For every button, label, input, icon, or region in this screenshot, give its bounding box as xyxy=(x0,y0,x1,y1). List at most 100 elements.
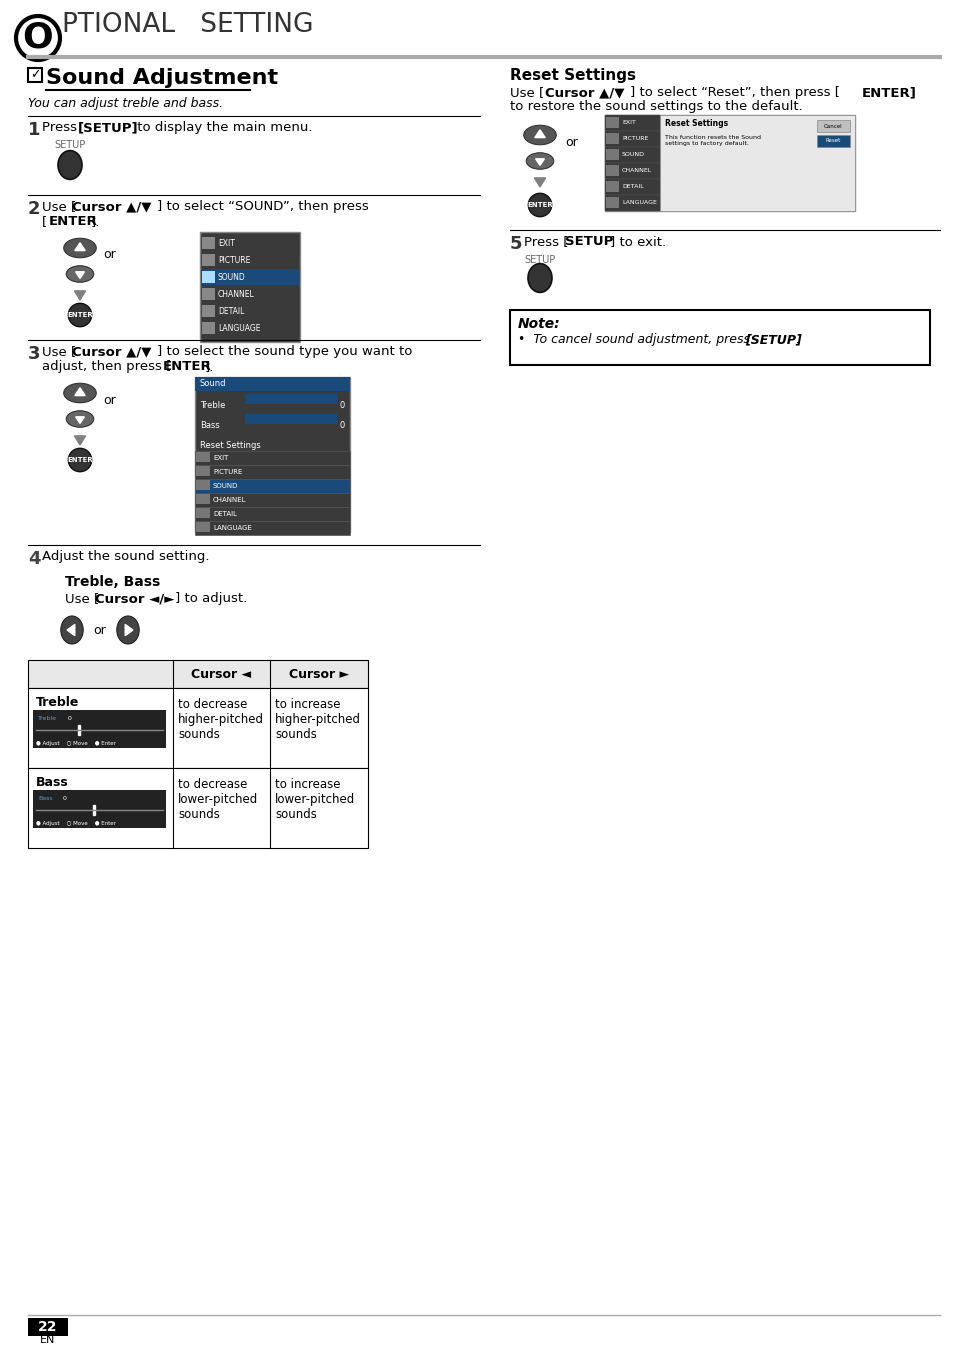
Text: SETUP: SETUP xyxy=(524,255,555,266)
Text: •  To cancel sound adjustment, press: • To cancel sound adjustment, press xyxy=(517,333,753,346)
Bar xyxy=(194,452,350,465)
Ellipse shape xyxy=(61,616,83,644)
Bar xyxy=(78,725,80,735)
Bar xyxy=(195,466,210,476)
Text: ] to select “Reset”, then press [: ] to select “Reset”, then press [ xyxy=(629,86,840,98)
Bar xyxy=(245,414,336,425)
Text: Reset Settings: Reset Settings xyxy=(510,67,636,84)
Text: to increase
lower-pitched
sounds: to increase lower-pitched sounds xyxy=(274,778,355,821)
Text: EN: EN xyxy=(40,1335,55,1345)
Text: Reset Settings: Reset Settings xyxy=(664,119,727,128)
Text: ● Adjust    ○ Move    ● Enter: ● Adjust ○ Move ● Enter xyxy=(36,821,115,826)
Bar xyxy=(605,164,618,177)
Bar xyxy=(195,522,210,532)
Bar xyxy=(604,115,854,212)
Text: [SETUP]: [SETUP] xyxy=(744,333,801,346)
Text: Sound: Sound xyxy=(200,380,226,388)
Text: Use [: Use [ xyxy=(65,592,99,605)
Bar xyxy=(202,271,214,283)
Text: adjust, then press [: adjust, then press [ xyxy=(42,360,172,373)
Text: ENTER]: ENTER] xyxy=(862,86,916,98)
Polygon shape xyxy=(75,272,84,279)
Text: to increase
higher-pitched
sounds: to increase higher-pitched sounds xyxy=(274,698,360,741)
Text: CHANNEL: CHANNEL xyxy=(213,497,246,503)
Bar xyxy=(202,305,214,317)
Text: Use [: Use [ xyxy=(42,200,76,213)
Text: Treble: Treble xyxy=(200,400,225,410)
Text: EXIT: EXIT xyxy=(621,120,636,125)
Polygon shape xyxy=(534,178,545,187)
Bar xyxy=(816,135,849,147)
Bar xyxy=(202,237,214,249)
Bar xyxy=(92,805,95,816)
Text: to decrease
lower-pitched
sounds: to decrease lower-pitched sounds xyxy=(178,778,258,821)
Bar xyxy=(604,195,659,212)
Polygon shape xyxy=(67,624,74,636)
Text: 5: 5 xyxy=(510,235,522,253)
Ellipse shape xyxy=(523,125,556,144)
Ellipse shape xyxy=(116,616,139,644)
Ellipse shape xyxy=(66,266,93,282)
Bar xyxy=(194,507,350,520)
Bar xyxy=(202,253,214,266)
Bar xyxy=(194,479,350,493)
Bar xyxy=(202,322,214,333)
Bar xyxy=(604,179,659,195)
Text: ✓: ✓ xyxy=(30,69,40,81)
Bar xyxy=(195,452,210,462)
Text: ] to select the sound type you want to: ] to select the sound type you want to xyxy=(157,345,412,359)
Text: [SETUP]: [SETUP] xyxy=(78,121,138,133)
Bar xyxy=(201,268,298,284)
Ellipse shape xyxy=(69,303,91,326)
Text: EXIT: EXIT xyxy=(213,456,228,461)
Text: Cursor ▲/▼: Cursor ▲/▼ xyxy=(71,345,152,359)
Polygon shape xyxy=(74,291,86,301)
Bar xyxy=(28,1318,68,1336)
Text: CHANNEL: CHANNEL xyxy=(621,168,652,174)
Text: 22: 22 xyxy=(38,1320,58,1335)
Text: or: or xyxy=(564,136,578,148)
Text: CHANNEL: CHANNEL xyxy=(218,290,254,299)
Text: ].: ]. xyxy=(91,214,100,228)
Text: This function resets the Sound
settings to factory default.: This function resets the Sound settings … xyxy=(664,135,760,146)
Text: SETUP: SETUP xyxy=(564,235,613,248)
Bar xyxy=(33,710,166,748)
Bar xyxy=(28,768,368,848)
Text: You can adjust treble and bass.: You can adjust treble and bass. xyxy=(28,97,223,111)
Text: Cursor ◄: Cursor ◄ xyxy=(191,667,251,681)
Circle shape xyxy=(16,16,60,61)
Text: SOUND: SOUND xyxy=(621,152,644,158)
Text: PTIONAL   SETTING: PTIONAL SETTING xyxy=(62,12,314,38)
Ellipse shape xyxy=(58,151,82,179)
Bar xyxy=(816,120,849,132)
Text: DETAIL: DETAIL xyxy=(621,185,643,190)
Text: 1: 1 xyxy=(28,121,40,139)
Text: Reset Settings: Reset Settings xyxy=(200,441,260,449)
Text: Cursor ▲/▼: Cursor ▲/▼ xyxy=(544,86,624,98)
Text: Note:: Note: xyxy=(517,317,560,332)
Text: LANGUAGE: LANGUAGE xyxy=(621,201,657,205)
Bar xyxy=(194,493,350,507)
Text: DETAIL: DETAIL xyxy=(218,307,244,315)
Text: ENTER: ENTER xyxy=(67,311,92,318)
Ellipse shape xyxy=(526,152,553,170)
Bar xyxy=(195,508,210,518)
Text: Bass: Bass xyxy=(36,776,69,789)
Bar xyxy=(195,480,210,491)
Bar xyxy=(33,790,166,828)
Text: Cursor ◄/►: Cursor ◄/► xyxy=(95,592,174,605)
Text: SOUND: SOUND xyxy=(213,483,238,489)
Bar xyxy=(605,117,618,128)
Polygon shape xyxy=(535,129,544,137)
Text: Bass: Bass xyxy=(38,797,52,801)
Text: 0: 0 xyxy=(63,797,67,801)
Text: Cursor ►: Cursor ► xyxy=(289,667,349,681)
Text: or: or xyxy=(93,624,107,636)
Text: 3: 3 xyxy=(28,345,40,363)
Bar xyxy=(605,197,618,208)
Text: SETUP: SETUP xyxy=(54,140,86,150)
Text: .: . xyxy=(794,333,799,346)
Bar xyxy=(605,133,618,144)
Ellipse shape xyxy=(64,383,96,403)
Text: or: or xyxy=(103,248,115,262)
